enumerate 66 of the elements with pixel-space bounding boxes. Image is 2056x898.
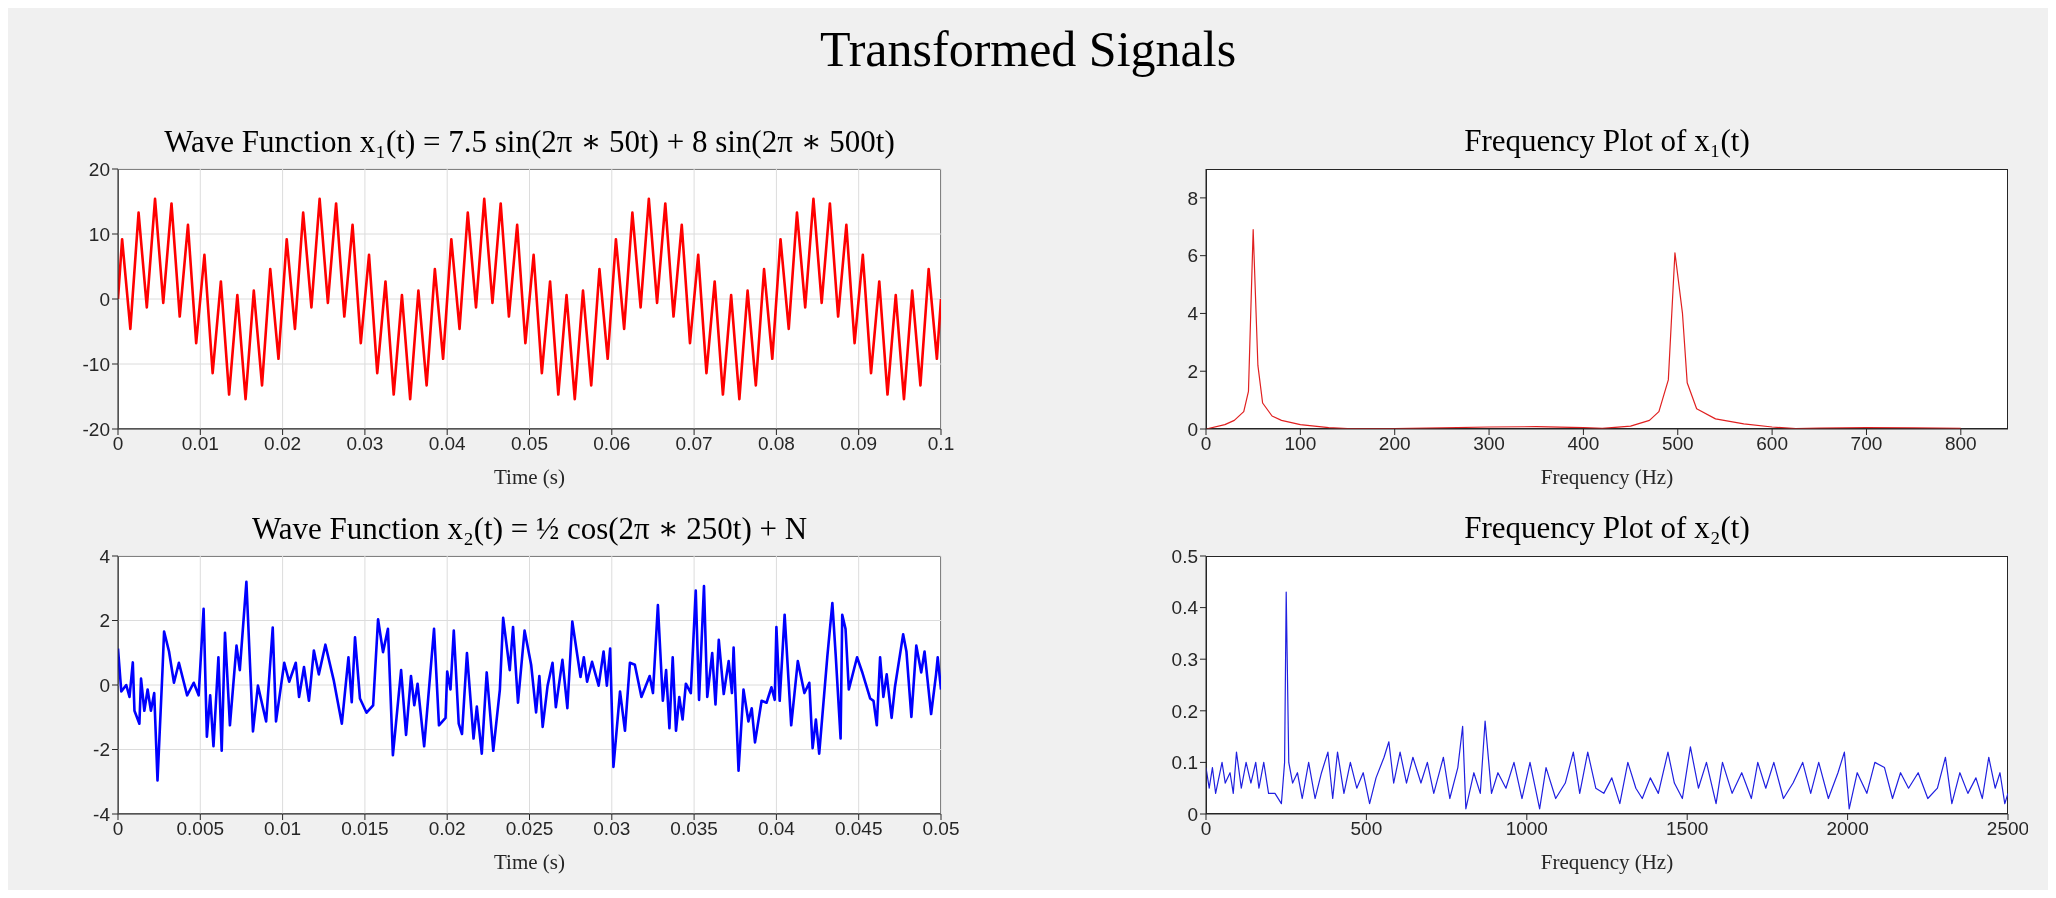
y-tick-label: 20: [88, 158, 110, 180]
x-tick-label: 0.025: [505, 818, 554, 840]
chart-title: Frequency Plot of x₂(t): [1463, 510, 1751, 546]
y-tick-label: 4: [99, 545, 111, 567]
x-tick-label: 0.07: [675, 433, 713, 455]
x-tick-label: 400: [1567, 433, 1600, 455]
x-tick-label: 300: [1473, 433, 1505, 455]
x-tick-label: 0.035: [670, 818, 718, 840]
x-tick-label: 0.08: [757, 433, 795, 455]
x-tick-label: 0.05: [511, 433, 548, 455]
x-tick-label: 500: [1350, 818, 1383, 840]
x-axis-title: Frequency (Hz): [1539, 465, 1675, 490]
y-tick-label: 0.5: [1171, 545, 1198, 567]
x-tick-label: 0.005: [176, 818, 225, 840]
x-tick-label: 800: [1944, 433, 1977, 455]
y-tick-label: 8: [1187, 187, 1198, 209]
y-tick-label: 0.1: [1171, 752, 1198, 774]
x-tick-label: 0.1: [927, 433, 955, 455]
x-tick-label: 0.05: [922, 818, 960, 840]
x-tick-label: 0.045: [834, 818, 883, 840]
x-axis-title: Frequency (Hz): [1539, 850, 1675, 875]
x-axis-title: Time (s): [493, 465, 566, 490]
y-tick-label: 0.2: [1171, 700, 1198, 722]
x-tick-label: 600: [1756, 433, 1788, 455]
x-tick-label: 1500: [1666, 818, 1709, 840]
y-tick-label: 4: [1187, 303, 1199, 325]
x-tick-label: 0.01: [264, 818, 302, 840]
y-tick-label: -4: [93, 803, 111, 825]
x-tick-label: 200: [1378, 433, 1411, 455]
x-tick-label: 0.04: [428, 433, 467, 455]
x-tick-label: 500: [1661, 433, 1694, 455]
x-tick-label: 0.01: [181, 433, 219, 455]
x-tick-label: 100: [1284, 433, 1317, 455]
x-tick-label: 0.04: [757, 818, 796, 840]
y-tick-label: 0: [1187, 803, 1198, 825]
line-series: [118, 197, 941, 401]
x-tick-label: 0.02: [264, 433, 302, 455]
x-tick-label: 0.03: [593, 818, 631, 840]
y-tick-label: 6: [1187, 245, 1198, 267]
x-tick-label: 0.02: [428, 818, 466, 840]
y-tick-label: 0: [99, 674, 110, 696]
y-tick-label: 0: [99, 288, 110, 310]
y-tick-label: 0.4: [1171, 597, 1199, 619]
x-tick-label: 0.09: [840, 433, 878, 455]
line-series: [1206, 591, 2008, 810]
text: Transformed Signals: [818, 20, 1238, 78]
y-tick-label: -20: [82, 418, 110, 440]
y-tick-label: -10: [82, 353, 110, 375]
chart-title: Wave Function x₂(t) = ½ cos(2π ∗ 250t) + N: [250, 510, 809, 547]
chart-title: Frequency Plot of x₁(t): [1463, 123, 1751, 159]
x-tick-label: 0.06: [593, 433, 631, 455]
y-tick-label: 2: [99, 610, 110, 632]
line-series: [118, 580, 941, 782]
y-tick-label: 0: [1187, 418, 1198, 440]
chart-title: Wave Function x₁(t) = 7.5 sin(2π ∗ 50t) + 8 sin(2π ∗ 500t): [163, 123, 896, 160]
x-tick-label: 700: [1850, 433, 1883, 455]
y-tick-label: 2: [1187, 360, 1198, 382]
y-tick-label: 0.3: [1171, 648, 1198, 670]
x-tick-label: 2500: [1986, 818, 2030, 840]
x-axis-title: Time (s): [493, 850, 566, 875]
x-tick-label: 2000: [1826, 818, 1869, 840]
x-tick-label: 0.015: [341, 818, 389, 840]
x-tick-label: 0.03: [346, 433, 384, 455]
y-tick-label: 10: [88, 223, 110, 245]
y-tick-label: -2: [93, 739, 110, 761]
x-tick-label: 1000: [1505, 818, 1548, 840]
